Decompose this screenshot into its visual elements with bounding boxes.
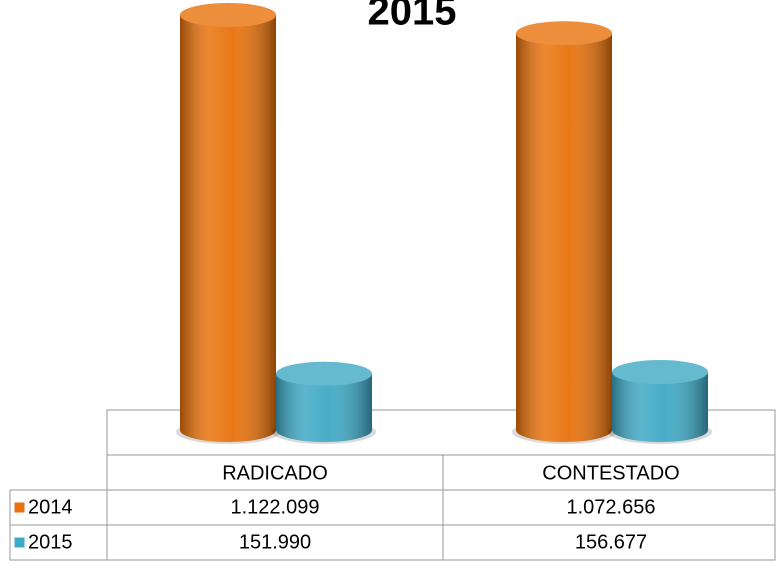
bar-shading (516, 33, 612, 442)
bar-top-highlight (516, 21, 612, 46)
bar-top-highlight (612, 360, 708, 385)
bar-top (180, 3, 276, 27)
bar-top-highlight (180, 3, 276, 27)
legend-swatch (13, 536, 26, 549)
table-value: 1.072.656 (567, 496, 656, 518)
category-label: RADICADO (222, 462, 328, 484)
table-value: 1.122.099 (231, 496, 320, 518)
bar-shading (276, 373, 372, 442)
table-value: 151.990 (239, 531, 311, 553)
bar-top (516, 21, 612, 46)
bar-top (612, 360, 708, 385)
chart-title: 2015 (368, 0, 457, 34)
legend-label: 2014 (28, 496, 73, 518)
bar-top (276, 361, 372, 386)
table-value: 156.677 (575, 531, 647, 553)
bar-top-highlight (276, 361, 372, 386)
legend-swatch (13, 501, 26, 514)
bar-shading (612, 372, 708, 442)
category-label: CONTESTADO (542, 462, 679, 484)
legend-label: 2015 (28, 531, 73, 553)
data-table (9, 454, 776, 561)
bar-shading (180, 15, 276, 442)
